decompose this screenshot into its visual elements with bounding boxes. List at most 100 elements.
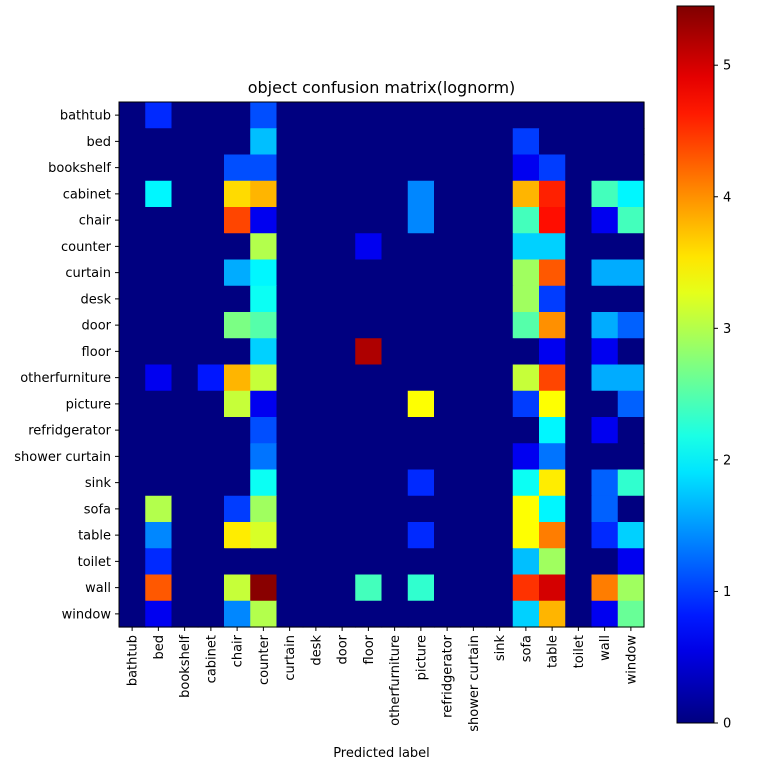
heatmap-cell: [329, 390, 356, 418]
heatmap-cell: [460, 338, 488, 366]
heatmap-cell: [145, 495, 173, 523]
heatmap-cell: [591, 548, 619, 576]
heatmap-cell: [250, 285, 278, 313]
heatmap-cell: [407, 574, 435, 602]
heatmap-cell: [381, 495, 409, 523]
heatmap-cell: [197, 312, 225, 339]
heatmap-cell: [250, 102, 278, 129]
y-tick-label: cabinet: [63, 187, 111, 202]
heatmap-cell: [486, 312, 514, 339]
heatmap-cell: [355, 180, 383, 208]
heatmap-cell: [460, 495, 488, 523]
heatmap-cell: [565, 233, 593, 261]
x-tick-label: floor: [362, 634, 377, 664]
heatmap-cell: [119, 154, 146, 182]
heatmap-cell: [512, 522, 540, 549]
heatmap-cell: [302, 338, 330, 366]
heatmap-cell: [434, 128, 461, 156]
heatmap-cell: [145, 207, 173, 234]
heatmap-cell: [565, 417, 593, 444]
heatmap-cell: [171, 207, 199, 234]
heatmap-cell: [276, 574, 304, 602]
heatmap-cell: [591, 338, 619, 366]
heatmap-cell: [302, 522, 330, 549]
heatmap-cell: [171, 312, 199, 339]
heatmap-cell: [512, 128, 540, 156]
heatmap-cell: [565, 443, 593, 471]
heatmap-cell: [434, 364, 461, 392]
heatmap-cell: [355, 443, 383, 471]
heatmap-cell: [617, 233, 645, 261]
colorbar-tick-label: 1: [723, 585, 731, 600]
heatmap-cell: [224, 390, 251, 418]
heatmap-cell: [224, 495, 251, 523]
heatmap-cell: [250, 469, 278, 497]
plot-frame: [118, 101, 645, 628]
heatmap-cell: [224, 207, 251, 234]
heatmap-cell: [250, 364, 278, 392]
y-axis-ticks: bathtub bed bookshelf cabinet chair counter cu…: [14, 109, 119, 622]
heatmap-cell: [224, 102, 251, 129]
heatmap-cell: [617, 443, 645, 471]
heatmap-cell: [460, 128, 488, 156]
heatmap-cell: [407, 312, 435, 339]
heatmap-cell: [329, 600, 356, 628]
heatmap-cell: [407, 443, 435, 471]
heatmap-cell: [381, 207, 409, 234]
heatmap-cell: [197, 233, 225, 261]
heatmap-cell: [617, 285, 645, 313]
heatmap-cell: [197, 285, 225, 313]
heatmap-cell: [565, 600, 593, 628]
heatmap-cell: [381, 128, 409, 156]
x-tick-label: bookshelf: [178, 635, 193, 698]
heatmap-cell: [407, 522, 435, 549]
heatmap-cell: [119, 128, 146, 156]
heatmap-cell: [565, 102, 593, 129]
heatmap-cell: [486, 207, 514, 234]
heatmap-cell: [381, 180, 409, 208]
x-tick-label: sofa: [519, 635, 534, 662]
heatmap-cell: [119, 364, 146, 392]
heatmap-cell: [171, 338, 199, 366]
heatmap-cell: [512, 600, 540, 628]
heatmap-cell: [434, 548, 461, 576]
heatmap-cell: [617, 469, 645, 497]
heatmap-cell: [407, 154, 435, 182]
heatmap-cell: [119, 180, 146, 208]
heatmap-cell: [171, 600, 199, 628]
heatmap-cell: [250, 312, 278, 339]
heatmap-cell: [407, 338, 435, 366]
heatmap-cell: [381, 548, 409, 576]
heatmap-cell: [512, 390, 540, 418]
heatmap-cell: [512, 443, 540, 471]
heatmap-cell: [381, 285, 409, 313]
heatmap-cell: [407, 259, 435, 287]
x-axis-label: Predicted label: [333, 746, 430, 761]
heatmap-cell: [171, 574, 199, 602]
heatmap-cell: [486, 180, 514, 208]
heatmap-cell: [407, 102, 435, 129]
heatmap-cell: [617, 154, 645, 182]
y-tick-label: wall: [85, 581, 111, 596]
heatmap-cell: [302, 574, 330, 602]
heatmap-cell: [224, 312, 251, 339]
heatmap-cell: [486, 417, 514, 444]
heatmap-cell: [486, 259, 514, 287]
heatmap-cell: [329, 338, 356, 366]
heatmap-cell: [617, 102, 645, 129]
heatmap-cell: [197, 417, 225, 444]
heatmap-cell: [565, 495, 593, 523]
heatmap-cell: [302, 128, 330, 156]
y-tick-label: sofa: [84, 502, 111, 517]
heatmap-cell: [119, 102, 146, 129]
heatmap-cell: [617, 259, 645, 287]
heatmap-cell: [250, 390, 278, 418]
heatmap-cell: [407, 233, 435, 261]
heatmap-cell: [591, 495, 619, 523]
heatmap-cell: [302, 233, 330, 261]
heatmap-cell: [197, 154, 225, 182]
heatmap-cell: [565, 180, 593, 208]
heatmap-cell: [302, 469, 330, 497]
heatmap-cell: [197, 102, 225, 129]
heatmap-cell: [302, 364, 330, 392]
